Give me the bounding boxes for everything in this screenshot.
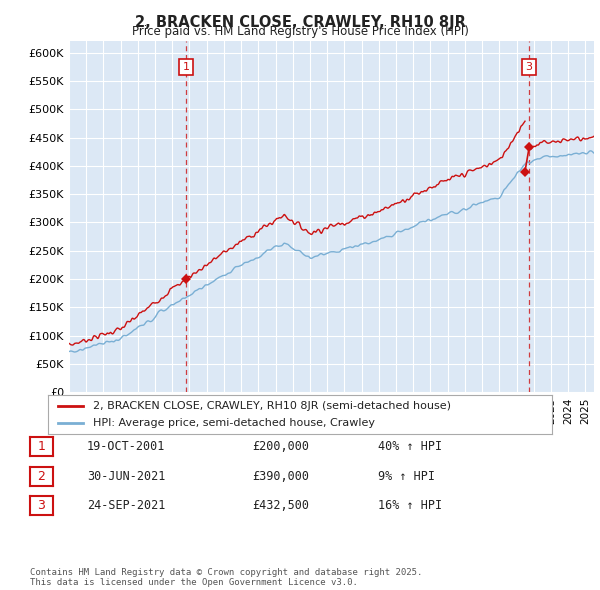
Text: £432,500: £432,500 <box>252 499 309 512</box>
Text: 2, BRACKEN CLOSE, CRAWLEY, RH10 8JR: 2, BRACKEN CLOSE, CRAWLEY, RH10 8JR <box>134 15 466 30</box>
Text: 30-JUN-2021: 30-JUN-2021 <box>87 470 166 483</box>
Text: 3: 3 <box>526 62 533 72</box>
Text: 40% ↑ HPI: 40% ↑ HPI <box>378 440 442 453</box>
Text: £200,000: £200,000 <box>252 440 309 453</box>
Text: 1: 1 <box>182 62 190 72</box>
Text: Price paid vs. HM Land Registry's House Price Index (HPI): Price paid vs. HM Land Registry's House … <box>131 25 469 38</box>
Text: 2: 2 <box>37 470 46 483</box>
Text: Contains HM Land Registry data © Crown copyright and database right 2025.
This d: Contains HM Land Registry data © Crown c… <box>30 568 422 587</box>
Text: HPI: Average price, semi-detached house, Crawley: HPI: Average price, semi-detached house,… <box>94 418 376 428</box>
Text: 9% ↑ HPI: 9% ↑ HPI <box>378 470 435 483</box>
Text: 2, BRACKEN CLOSE, CRAWLEY, RH10 8JR (semi-detached house): 2, BRACKEN CLOSE, CRAWLEY, RH10 8JR (sem… <box>94 401 451 411</box>
Text: 24-SEP-2021: 24-SEP-2021 <box>87 499 166 512</box>
Text: 1: 1 <box>37 440 46 453</box>
Text: 16% ↑ HPI: 16% ↑ HPI <box>378 499 442 512</box>
Text: 19-OCT-2001: 19-OCT-2001 <box>87 440 166 453</box>
Text: 3: 3 <box>37 499 46 512</box>
Text: £390,000: £390,000 <box>252 470 309 483</box>
